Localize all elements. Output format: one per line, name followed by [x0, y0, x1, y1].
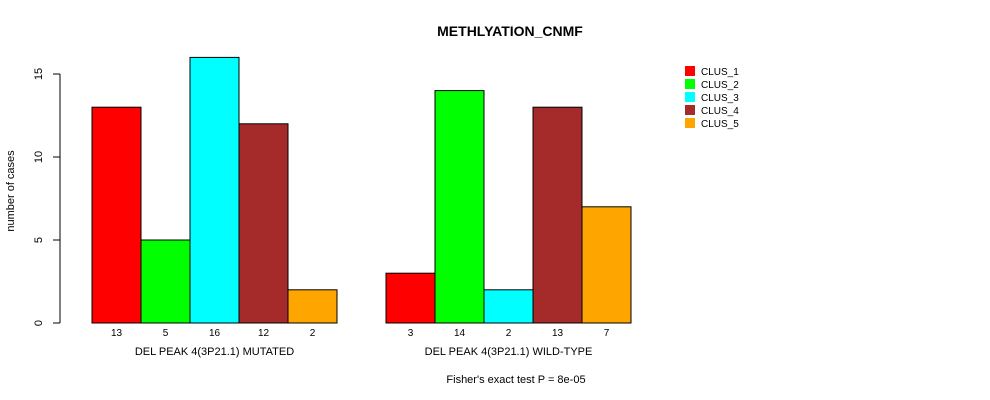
bar-count-label: 16 — [209, 328, 221, 339]
legend-label: CLUS_3 — [701, 93, 739, 104]
bar-clus-2 — [434, 90, 485, 324]
y-tick-label: 5 — [33, 237, 45, 243]
legend-label: CLUS_2 — [701, 80, 739, 91]
legend-swatch — [685, 66, 695, 76]
bar-count-label: 12 — [258, 328, 270, 339]
fisher-test-footnote: Fisher's exact test P = 8e-05 — [446, 374, 585, 386]
legend-swatch — [685, 105, 695, 115]
bar-count-label: 13 — [552, 328, 564, 339]
y-tick-label: 0 — [33, 320, 45, 326]
legend-swatch — [685, 118, 695, 128]
legend-swatch — [685, 79, 695, 89]
bar-clus-4 — [238, 123, 289, 324]
bars-layer: 13 5 16 12 2 DEL PEAK 4(3P21.1) MUTATED 3 14 2 13… — [91, 56, 632, 358]
bar-clus-3 — [483, 289, 534, 324]
legend-label: CLUS_5 — [701, 119, 739, 130]
group-label: DEL PEAK 4(3P21.1) WILD-TYPE — [425, 346, 593, 358]
bar-count-label: 13 — [111, 328, 123, 339]
bar-count-label: 7 — [604, 328, 610, 339]
bar-clus-4 — [532, 106, 583, 324]
bar-count-label: 14 — [454, 328, 466, 339]
bar-clus-1 — [385, 272, 436, 324]
bar-count-label: 2 — [310, 328, 316, 339]
y-tick-label: 10 — [33, 151, 45, 163]
bar-clus-5 — [287, 289, 338, 324]
chart-title: METHLYATION_CNMF — [437, 23, 583, 39]
bar-clus-5 — [581, 206, 632, 324]
group-label: DEL PEAK 4(3P21.1) MUTATED — [135, 346, 294, 358]
bar-count-label: 5 — [163, 328, 169, 339]
bar-clus-2 — [140, 239, 191, 324]
y-axis: 0 5 10 15 — [33, 68, 61, 326]
bar-count-label: 2 — [506, 328, 512, 339]
legend-swatch — [685, 92, 695, 102]
bar-clus-1 — [91, 106, 142, 324]
legend-label: CLUS_4 — [701, 106, 739, 117]
bar-count-label: 3 — [408, 328, 414, 339]
y-axis-label: number of cases — [5, 150, 17, 232]
legend-label: CLUS_1 — [701, 67, 739, 78]
y-tick-label: 15 — [33, 68, 45, 80]
legend: CLUS_1 CLUS_2 CLUS_3 CLUS_4 CLUS_5 — [685, 66, 739, 130]
bar-clus-3 — [189, 56, 240, 324]
